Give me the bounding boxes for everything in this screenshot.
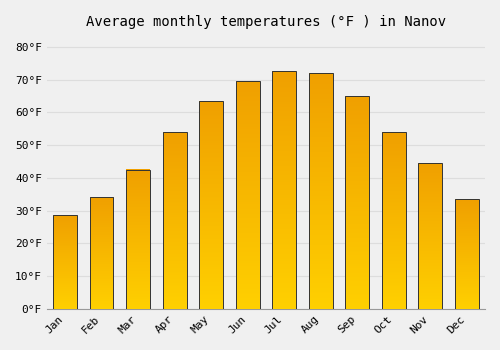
Bar [455, 199, 478, 309]
Bar [90, 197, 114, 309]
Bar [126, 170, 150, 309]
Bar [272, 71, 296, 309]
Bar [382, 132, 406, 309]
Bar [309, 73, 332, 309]
Bar [200, 101, 223, 309]
Title: Average monthly temperatures (°F ) in Nanov: Average monthly temperatures (°F ) in Na… [86, 15, 446, 29]
Bar [163, 132, 186, 309]
Bar [418, 163, 442, 309]
Bar [346, 96, 369, 309]
Bar [236, 81, 260, 309]
Bar [54, 216, 77, 309]
